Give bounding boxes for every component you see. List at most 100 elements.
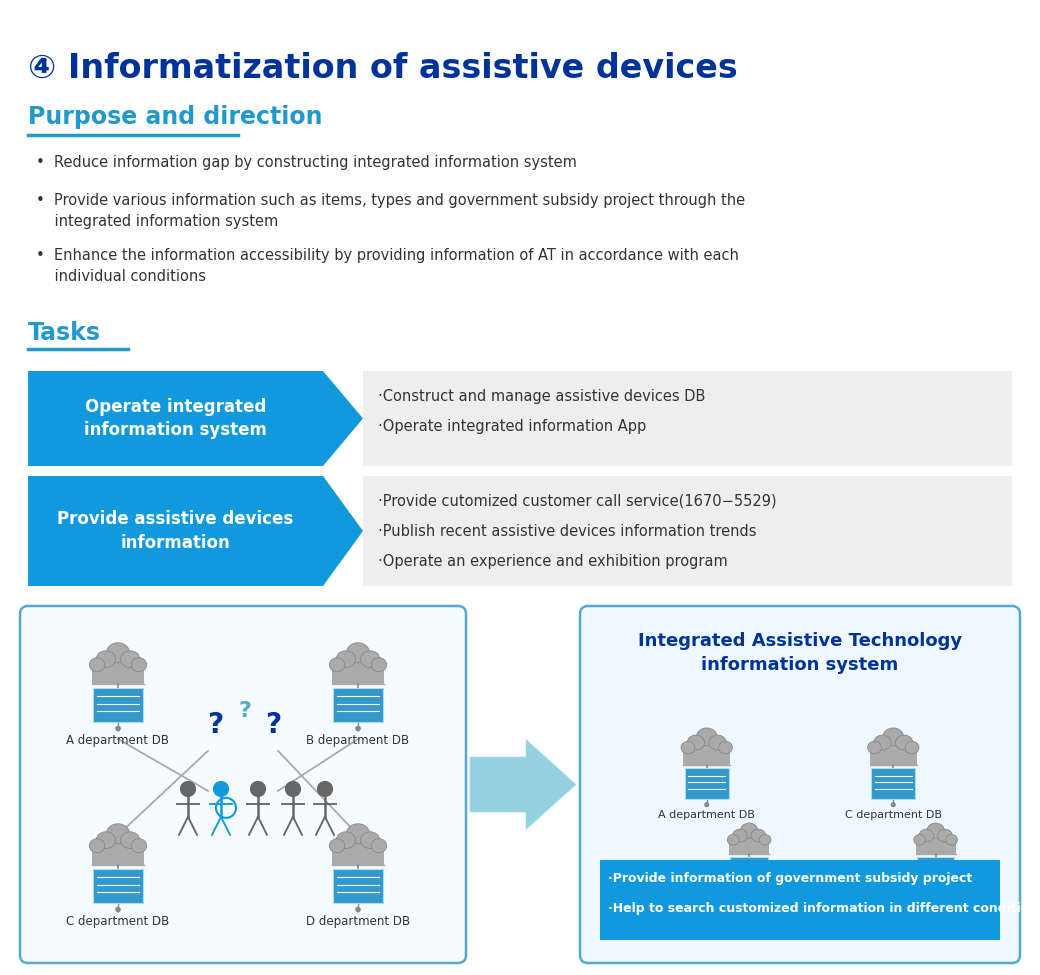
Text: ?: ? [207, 711, 223, 739]
Ellipse shape [895, 735, 913, 750]
FancyBboxPatch shape [94, 869, 142, 903]
Ellipse shape [346, 824, 369, 843]
Ellipse shape [945, 835, 958, 845]
Text: D department DB: D department DB [887, 893, 985, 903]
Text: Provide assistive devices
information: Provide assistive devices information [57, 510, 293, 552]
Circle shape [355, 725, 361, 731]
Bar [332, 843, 385, 865]
FancyBboxPatch shape [917, 857, 955, 883]
Ellipse shape [131, 658, 147, 672]
Text: A department DB: A department DB [658, 810, 755, 820]
Text: B department DB: B department DB [701, 893, 798, 903]
Ellipse shape [867, 741, 882, 754]
Text: ?: ? [265, 711, 281, 739]
Ellipse shape [89, 838, 105, 853]
Ellipse shape [914, 835, 926, 845]
Text: •  Enhance the information accessibility by providing information of AT in accor: • Enhance the information accessibility … [36, 248, 738, 284]
Ellipse shape [371, 838, 387, 853]
Ellipse shape [687, 735, 704, 750]
FancyBboxPatch shape [28, 476, 323, 586]
FancyBboxPatch shape [872, 768, 915, 799]
Ellipse shape [89, 658, 105, 672]
Ellipse shape [719, 741, 732, 754]
Bar [915, 838, 956, 854]
Circle shape [747, 886, 751, 890]
Text: ·Operate integrated information App: ·Operate integrated information App [378, 419, 646, 434]
Polygon shape [323, 371, 363, 466]
Circle shape [115, 907, 121, 913]
Bar [332, 662, 385, 683]
Text: Integrated Assistive Technology
information system: Integrated Assistive Technology informat… [638, 632, 962, 674]
Circle shape [250, 781, 266, 797]
Text: A department DB: A department DB [67, 734, 170, 747]
Text: Tasks: Tasks [28, 321, 101, 345]
Ellipse shape [106, 824, 130, 843]
FancyBboxPatch shape [333, 869, 383, 903]
Circle shape [115, 725, 121, 731]
Text: ④ Informatization of assistive devices: ④ Informatization of assistive devices [28, 52, 737, 85]
Text: ?: ? [238, 701, 252, 721]
Circle shape [180, 781, 197, 797]
FancyBboxPatch shape [363, 371, 1012, 466]
Ellipse shape [732, 829, 747, 841]
Ellipse shape [927, 823, 944, 838]
Ellipse shape [361, 650, 380, 668]
Ellipse shape [371, 658, 387, 672]
FancyBboxPatch shape [94, 687, 142, 722]
Polygon shape [323, 476, 363, 586]
Circle shape [317, 781, 333, 797]
Circle shape [704, 802, 709, 807]
Text: ·Publish recent assistive devices information trends: ·Publish recent assistive devices inform… [378, 524, 756, 539]
Text: C department DB: C department DB [67, 916, 170, 928]
Ellipse shape [681, 741, 695, 754]
Text: ·Provide cutomized customer call service(1670−5529): ·Provide cutomized customer call service… [378, 494, 777, 509]
Bar [683, 745, 730, 764]
Text: Purpose and direction: Purpose and direction [28, 105, 322, 129]
Ellipse shape [919, 829, 934, 841]
Ellipse shape [751, 829, 765, 841]
Text: ·Help to search customized information in different conditions: ·Help to search customized information i… [608, 902, 1040, 915]
Circle shape [213, 781, 229, 797]
Bar [92, 662, 145, 683]
FancyBboxPatch shape [363, 476, 1012, 586]
Ellipse shape [97, 650, 115, 668]
Ellipse shape [346, 643, 369, 663]
Ellipse shape [336, 832, 356, 848]
Text: •  Provide various information such as items, types and government subsidy proje: • Provide various information such as it… [36, 193, 745, 229]
Ellipse shape [697, 728, 717, 746]
FancyBboxPatch shape [20, 606, 466, 963]
Ellipse shape [361, 832, 380, 848]
Circle shape [285, 781, 302, 797]
Bar [869, 745, 917, 764]
Text: ·Provide information of government subsidy project: ·Provide information of government subsi… [608, 872, 972, 885]
Text: C department DB: C department DB [844, 810, 942, 820]
Ellipse shape [740, 823, 758, 838]
Circle shape [934, 886, 938, 890]
Ellipse shape [709, 735, 726, 750]
Ellipse shape [121, 650, 139, 668]
FancyBboxPatch shape [333, 687, 383, 722]
Polygon shape [470, 739, 576, 830]
Ellipse shape [330, 658, 345, 672]
Ellipse shape [883, 728, 904, 746]
Ellipse shape [330, 838, 345, 853]
FancyBboxPatch shape [28, 371, 323, 466]
Text: •  Reduce information gap by constructing integrated information system: • Reduce information gap by constructing… [36, 155, 577, 170]
Ellipse shape [727, 835, 739, 845]
Text: ·Operate an experience and exhibition program: ·Operate an experience and exhibition pr… [378, 554, 728, 569]
FancyBboxPatch shape [580, 606, 1020, 963]
Text: ·Construct and manage assistive devices DB: ·Construct and manage assistive devices … [378, 389, 705, 404]
Text: B department DB: B department DB [307, 734, 410, 747]
Bar [729, 838, 770, 854]
Ellipse shape [336, 650, 356, 668]
Ellipse shape [759, 835, 771, 845]
Text: Operate integrated
information system: Operate integrated information system [84, 398, 267, 440]
Ellipse shape [121, 832, 139, 848]
Ellipse shape [905, 741, 919, 754]
FancyBboxPatch shape [600, 860, 1000, 940]
Text: D department DB: D department DB [306, 916, 410, 928]
Circle shape [890, 802, 895, 807]
Ellipse shape [874, 735, 891, 750]
Ellipse shape [97, 832, 115, 848]
Circle shape [355, 907, 361, 913]
